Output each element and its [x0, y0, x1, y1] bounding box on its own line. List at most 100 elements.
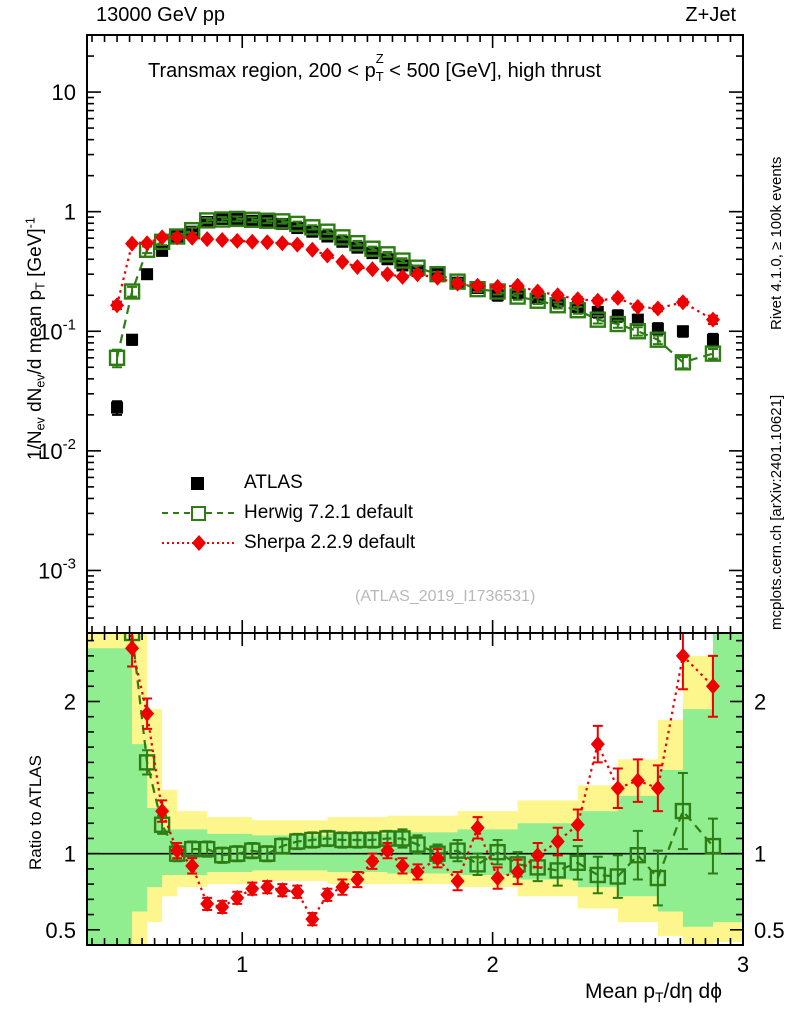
error-bar: [127, 285, 138, 298]
legend-label-herwig: Herwig 7.2.1 default: [244, 502, 413, 523]
ratio-tick-label-right-0: 2: [754, 689, 766, 714]
ratio-tick-label-left-1: 1: [64, 842, 76, 867]
ratio-datapoint-sherpa: [125, 640, 140, 657]
datapoint-sherpa: [275, 235, 290, 252]
error-bar: [262, 217, 273, 225]
ratio-datapoint-sherpa: [245, 880, 260, 897]
datapoint-atlas: [111, 401, 124, 414]
ratio-datapoint-herwig: [674, 802, 692, 820]
ratio-datapoint-herwig: [649, 869, 667, 887]
datapoint-herwig: [629, 323, 647, 340]
datapoint-sherpa: [380, 266, 395, 283]
ratio-datapoint-sherpa: [610, 780, 625, 797]
ratio-datapoint-sherpa: [305, 911, 320, 928]
datapoint-atlas: [611, 309, 624, 322]
x-tick-label-0: 1: [236, 952, 248, 977]
error-bar: [677, 772, 688, 851]
ratio-datapoint-herwig: [489, 843, 506, 861]
datapoint-sherpa: [230, 232, 245, 249]
error-bar: [707, 348, 718, 360]
error-bar: [572, 845, 583, 881]
legend-label-atlas: ATLAS: [244, 472, 303, 493]
error-bar: [382, 250, 393, 258]
error-bar: [592, 315, 603, 325]
datapoint-herwig: [649, 331, 667, 348]
error-bar: [352, 239, 363, 247]
datapoint-herwig: [674, 354, 692, 371]
error-bar: [247, 216, 258, 224]
error-bar: [322, 228, 333, 236]
ratio-datapoint-sherpa: [260, 879, 275, 896]
ratio-datapoint-sherpa: [155, 803, 170, 820]
datapoint-herwig: [609, 315, 627, 333]
ratio-datapoint-sherpa: [590, 736, 605, 753]
error-bar: [292, 220, 303, 228]
datapoint-sherpa: [155, 229, 170, 246]
datapoint-atlas: [676, 325, 689, 338]
ratio-datapoint-sherpa: [410, 863, 425, 880]
page-title: Transmax region, 200 < pZTZ < 500 [GeV],…: [148, 51, 602, 84]
datapoint-sherpa: [290, 236, 305, 253]
title-c: < 500 [GeV], high thrust: [383, 60, 602, 82]
ratio-datapoint-sherpa: [490, 870, 505, 887]
ratio-datapoint-sherpa: [380, 842, 395, 859]
title-a: Transmax region, 200 < p: [148, 60, 376, 82]
error-bar: [367, 245, 378, 252]
ratio-datapoint-sherpa: [200, 895, 215, 912]
datapoint-sherpa: [125, 235, 140, 252]
datapoint-sherpa: [140, 235, 155, 252]
datapoint-atlas: [126, 333, 139, 346]
ratio-datapoint-sherpa: [365, 853, 380, 870]
ratio-datapoint-sherpa: [675, 647, 690, 664]
ratio-datapoint-sherpa: [530, 847, 545, 864]
datapoint-sherpa: [570, 291, 585, 308]
legend-item-herwig[interactable]: Herwig 7.2.1 default: [158, 498, 415, 528]
ratio-datapoint-herwig: [449, 842, 466, 859]
ratio-datapoint-herwig: [589, 866, 606, 884]
x-tick-label-1: 2: [486, 952, 498, 977]
datapoint-sherpa: [110, 297, 125, 314]
ratio-datapoint-sherpa: [290, 883, 305, 900]
ratio-datapoint-sherpa: [430, 850, 445, 867]
legend-item-atlas[interactable]: ATLAS: [158, 468, 415, 498]
datapoint-sherpa: [410, 266, 425, 283]
datapoint-sherpa: [260, 234, 275, 251]
ratio-band-outer: [87, 633, 743, 945]
filled-diamond-icon: [158, 533, 244, 553]
datapoint-sherpa: [350, 258, 365, 275]
datapoint-sherpa: [215, 231, 230, 248]
datapoint-sherpa: [170, 229, 185, 246]
error-bar: [707, 817, 718, 875]
ratio-datapoint-sherpa: [320, 886, 335, 903]
datapoint-atlas: [156, 244, 169, 257]
datapoint-sherpa: [470, 277, 485, 294]
error-bar: [592, 855, 603, 895]
legend-item-sherpa[interactable]: Sherpa 2.2.9 default: [158, 528, 415, 558]
ratio-datapoint-sherpa: [510, 863, 525, 880]
datapoint-sherpa: [320, 247, 335, 264]
error-bar: [612, 319, 623, 329]
ratio-datapoint-sherpa: [335, 879, 350, 896]
ratio-datapoint-sherpa: [570, 816, 585, 833]
datapoint-sherpa: [200, 231, 215, 248]
y-tick-label-3: 10-2: [38, 436, 76, 464]
ratio-datapoint-herwig: [609, 868, 627, 885]
error-bar: [632, 326, 643, 337]
xlab-b: /dη dϕ: [663, 980, 722, 1003]
ratio-tick-label-right-2: 0.5: [754, 918, 785, 943]
datapoint-sherpa: [630, 298, 645, 315]
datapoint-sherpa: [610, 289, 625, 306]
ratio-datapoint-sherpa: [630, 772, 645, 789]
datapoint-sherpa: [365, 261, 380, 278]
ratio-datapoint-sherpa: [230, 889, 245, 906]
error-bar: [652, 334, 663, 346]
ratio-datapoint-sherpa: [185, 857, 200, 874]
datapoint-herwig: [704, 345, 722, 362]
x-axis-label: Mean pT/dη dϕ: [585, 980, 722, 1005]
datapoint-sherpa: [395, 268, 410, 285]
header-beam-label: 13000 GeV pp: [96, 4, 225, 26]
y-tick-label-4: 10-3: [38, 555, 76, 583]
title-sup: Z: [375, 51, 384, 66]
ratio-tick-label-left-0: 2: [64, 689, 76, 714]
